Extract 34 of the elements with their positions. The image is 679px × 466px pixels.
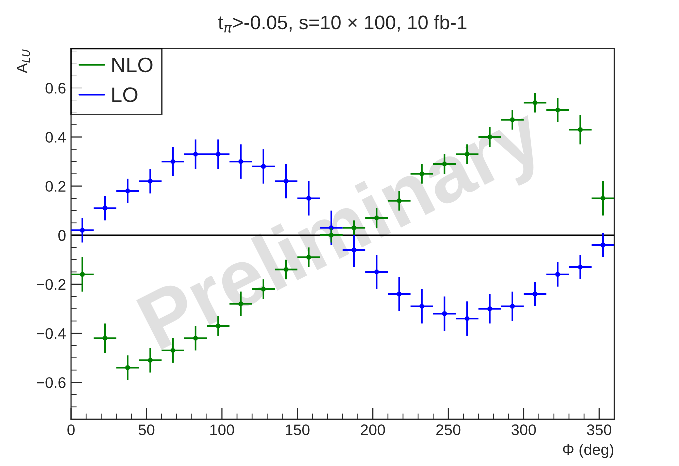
- point: [555, 272, 560, 278]
- x-tick-label: 50: [138, 424, 155, 436]
- point: [148, 358, 153, 363]
- point: [80, 272, 86, 278]
- point: [125, 188, 130, 194]
- y-axis-title: A$_{LU}$: [17, 50, 30, 74]
- point: [578, 127, 583, 132]
- point: [578, 264, 583, 270]
- x-tick-label: 0: [68, 424, 75, 436]
- x-tick-label: 200: [361, 424, 386, 436]
- point: [125, 365, 130, 370]
- legend-label: LO: [112, 88, 138, 102]
- x-axis-title: Φ (deg): [563, 444, 614, 458]
- y-tick-label: 0.6: [46, 83, 66, 94]
- point: [555, 108, 560, 113]
- chart-title: t$_{π}$>-0.05, s=10 × 100, 10 fb-1: [218, 15, 467, 33]
- y-tick-label: 0.2: [46, 181, 66, 192]
- legend-label: NLO: [112, 58, 153, 73]
- y-tick-label: 0: [58, 230, 66, 242]
- point: [600, 242, 606, 248]
- point: [102, 206, 108, 211]
- x-tick-label: 350: [587, 424, 612, 436]
- y-tick-label: 0.4: [46, 132, 66, 143]
- y-tick-label: −0.4: [37, 328, 66, 340]
- y-tick-label: −0.6: [37, 377, 66, 388]
- point: [102, 336, 108, 341]
- x-tick-label: 150: [286, 424, 310, 436]
- x-tick-label: 250: [436, 424, 461, 436]
- point: [600, 196, 606, 202]
- x-tick-label: 100: [210, 424, 234, 436]
- point: [532, 100, 538, 106]
- point: [80, 228, 86, 233]
- x-tick-label: 300: [512, 424, 536, 436]
- y-tick-label: −0.2: [37, 279, 66, 290]
